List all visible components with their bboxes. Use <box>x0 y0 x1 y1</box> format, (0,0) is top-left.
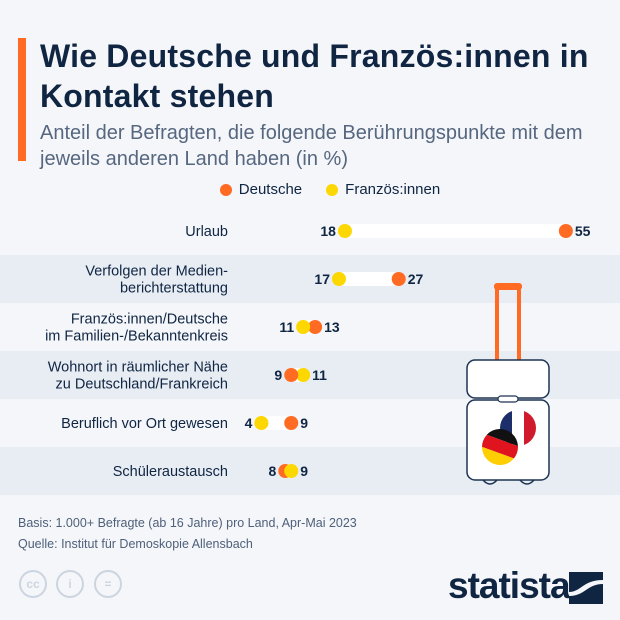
data-label-deutsche: 55 <box>575 223 591 239</box>
data-label-franzoesinnen: 11 <box>279 319 294 335</box>
dumbbell-connector <box>261 416 292 430</box>
data-label-franzoesinnen: 9 <box>300 463 308 479</box>
suitcase-illustration <box>466 283 550 485</box>
dot-franzoesinnen <box>337 224 352 238</box>
data-label-franzoesinnen: 4 <box>245 415 253 431</box>
data-label-deutsche: 27 <box>408 271 424 287</box>
legend-item-deutsche: Deutsche <box>219 181 303 198</box>
category-label: Beruflich vor Ort gewesen <box>61 416 228 432</box>
dumbbell-chart: Urlaub 18 55 Verfolgen der Medien-berichter… <box>0 223 620 495</box>
legend-dot-franzoesinnen <box>326 183 339 196</box>
dumbbell-connector <box>344 224 566 238</box>
category-label: Französ:innen/Deutsche im Familien-/Bekan… <box>45 312 228 345</box>
cc-icon[interactable]: cc <box>19 570 47 598</box>
dot-deutsche <box>308 320 323 334</box>
data-label-franzoesinnen: 17 <box>314 271 330 287</box>
dot-franzoesinnen <box>284 464 299 478</box>
dot-deutsche <box>391 272 406 286</box>
chart-title: Wie Deutsche und Französ:innen in Kontak… <box>40 38 589 114</box>
dot-franzoesinnen <box>296 320 311 334</box>
legend: Deutsche Französ:innen <box>0 181 620 198</box>
footer-basis: Basis: 1.000+ Befragte (ab 16 Jahre) pro… <box>18 516 357 530</box>
title-accent-bar <box>18 38 26 161</box>
footer-source: Quelle: Institut für Demoskopie Allensba… <box>18 537 253 551</box>
data-label-franzoesinnen: 11 <box>312 367 327 383</box>
data-label-deutsche: 8 <box>268 463 276 479</box>
row-stripe <box>0 255 620 303</box>
dot-franzoesinnen <box>296 368 311 382</box>
category-label: Schüleraustausch <box>113 464 228 480</box>
data-label-deutsche: 9 <box>274 367 282 383</box>
dot-deutsche <box>558 224 573 238</box>
dot-franzoesinnen <box>254 416 269 430</box>
dot-deutsche <box>284 416 299 430</box>
category-label: Wohnort in räumlicher Nähe zu Deutschland… <box>48 360 228 393</box>
nd-icon[interactable]: = <box>94 570 122 598</box>
chart-subtitle: Anteil der Befragten, die folgende Berüh… <box>40 122 583 170</box>
data-label-franzoesinnen: 18 <box>320 223 336 239</box>
by-icon[interactable]: i <box>56 570 84 598</box>
dot-deutsche <box>284 368 299 382</box>
data-label-deutsche: 13 <box>324 319 340 335</box>
legend-dot-deutsche <box>219 183 232 196</box>
statista-logo-mark-icon <box>569 572 603 604</box>
category-label: Verfolgen der Medien-berichterstattung <box>85 264 228 297</box>
legend-label-deutsche: Deutsche <box>238 181 303 198</box>
category-label: Urlaub <box>185 224 228 240</box>
dot-franzoesinnen <box>331 272 346 286</box>
dumbbell-connector <box>338 272 399 286</box>
data-label-deutsche: 9 <box>300 415 308 431</box>
legend-label-franzoesinnen: Französ:innen <box>345 181 441 198</box>
statista-logo[interactable]: statista <box>448 565 571 606</box>
legend-item-franzoesinnen: Französ:innen <box>326 181 440 198</box>
